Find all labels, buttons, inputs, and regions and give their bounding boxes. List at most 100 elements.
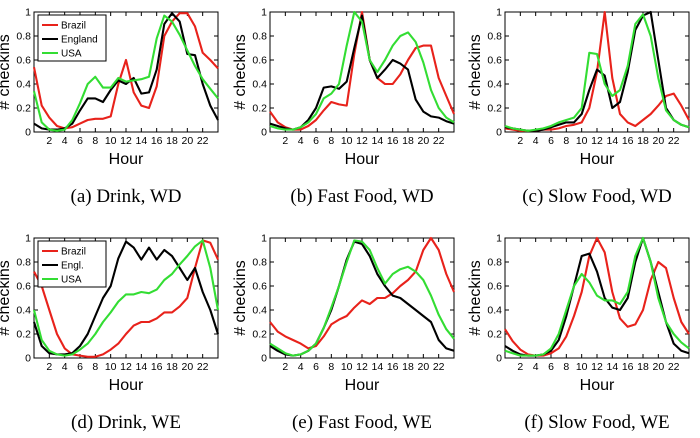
y-axis-label: # checkins	[0, 260, 13, 336]
y-tick-label: 0.4	[252, 305, 267, 317]
series-line-usa	[32, 14, 219, 132]
legend-label: Engl.	[61, 261, 84, 272]
y-tick-label: 0.2	[16, 103, 31, 115]
y-tick-label: 0.2	[487, 329, 502, 341]
x-tick-label: 10	[341, 361, 353, 373]
y-tick-label: 0.8	[16, 31, 31, 43]
y-tick-label: 0.6	[16, 55, 31, 67]
y-tick-label: 0	[25, 353, 31, 365]
y-tick-label: 0.4	[16, 79, 31, 91]
y-tick-label: 0.6	[487, 55, 502, 67]
legend: Brazil England USA	[37, 14, 107, 62]
x-tick-label: 2	[517, 135, 523, 147]
x-tick-label: 14	[371, 135, 383, 147]
y-tick-label: 0.8	[252, 257, 267, 269]
x-axis-label: Hour	[109, 151, 144, 168]
x-tick-label: 14	[371, 361, 383, 373]
series-line-brazil	[269, 236, 455, 350]
x-tick-label: 14	[606, 135, 618, 147]
panel-caption: (b) Fast Food, WD	[290, 186, 433, 207]
y-axis-label: # checkins	[467, 34, 484, 110]
y-tick-label: 0	[261, 127, 267, 139]
x-tick-label: 20	[652, 135, 664, 147]
legend: Brazil Engl. USA	[37, 240, 107, 288]
x-tick-label: 10	[105, 135, 117, 147]
x-tick-label: 4	[62, 361, 68, 373]
panel-caption: (a) Drink, WD	[71, 186, 182, 207]
y-tick-label: 1	[261, 233, 267, 245]
y-axis-label: # checkins	[0, 34, 13, 110]
x-tick-label: 8	[563, 135, 569, 147]
x-tick-label: 20	[417, 361, 429, 373]
plot-area	[504, 237, 690, 359]
x-tick-label: 16	[622, 361, 634, 373]
x-tick-label: 2	[282, 361, 288, 373]
x-tick-label: 12	[591, 361, 603, 373]
y-tick-label: 1	[496, 7, 502, 19]
y-tick-label: 0.6	[252, 55, 267, 67]
x-tick-label: 10	[576, 135, 588, 147]
x-tick-label: 18	[637, 135, 649, 147]
x-tick-label: 18	[402, 361, 414, 373]
x-tick-label: 12	[591, 135, 603, 147]
x-tick-label: 12	[356, 135, 368, 147]
x-tick-label: 18	[166, 361, 178, 373]
x-tick-label: 16	[387, 361, 399, 373]
panel-caption: (e) Fast Food, WE	[292, 412, 432, 433]
x-tick-label: 10	[341, 135, 353, 147]
x-tick-label: 16	[151, 135, 163, 147]
x-tick-label: 20	[652, 361, 664, 373]
y-tick-label: 0.8	[252, 31, 267, 43]
y-tick-label: 1	[261, 7, 267, 19]
x-tick-label: 8	[563, 361, 569, 373]
x-tick-label: 10	[576, 361, 588, 373]
y-axis-label: # checkins	[467, 260, 484, 336]
y-axis-label: # checkins	[232, 34, 249, 110]
y-tick-label: 1	[25, 7, 31, 19]
legend-label: USA	[61, 49, 82, 60]
x-tick-label: 8	[328, 361, 334, 373]
y-tick-label: 0.2	[16, 329, 31, 341]
x-axis-label: Hour	[345, 377, 380, 394]
y-tick-label: 0.8	[487, 31, 502, 43]
x-tick-label: 22	[668, 361, 680, 373]
y-tick-label: 0.6	[487, 281, 502, 293]
x-tick-label: 20	[417, 135, 429, 147]
x-tick-label: 2	[282, 135, 288, 147]
x-axis-label: Hour	[345, 151, 380, 168]
x-tick-label: 8	[328, 135, 334, 147]
y-tick-label: 0.8	[16, 257, 31, 269]
y-tick-label: 0.2	[487, 103, 502, 115]
x-tick-label: 10	[105, 361, 117, 373]
x-tick-label: 6	[548, 135, 554, 147]
x-tick-label: 16	[622, 135, 634, 147]
x-tick-label: 22	[433, 135, 445, 147]
x-axis-label: Hour	[580, 151, 615, 168]
x-axis-label: Hour	[580, 377, 615, 394]
x-tick-label: 2	[46, 135, 52, 147]
series-line-engl	[33, 240, 219, 356]
x-tick-label: 20	[181, 361, 193, 373]
panel-caption: (d) Drink, WE	[71, 412, 181, 433]
x-tick-label: 22	[197, 361, 209, 373]
x-tick-label: 8	[92, 135, 98, 147]
x-axis-label: Hour	[109, 377, 144, 394]
series-line-usa	[269, 10, 455, 131]
x-tick-label: 18	[637, 361, 649, 373]
series-line-usa	[32, 239, 220, 357]
x-tick-label: 20	[181, 135, 193, 147]
y-tick-label: 0.8	[487, 257, 502, 269]
x-tick-label: 22	[433, 361, 445, 373]
series-line-england	[504, 10, 690, 132]
x-tick-label: 4	[533, 361, 539, 373]
legend-label: England	[61, 35, 98, 46]
series-line-usa	[504, 236, 690, 357]
series-line-brazil	[269, 10, 455, 131]
y-tick-label: 1	[25, 233, 31, 245]
y-tick-label: 0.2	[252, 103, 267, 115]
y-tick-label: 0	[25, 127, 31, 139]
